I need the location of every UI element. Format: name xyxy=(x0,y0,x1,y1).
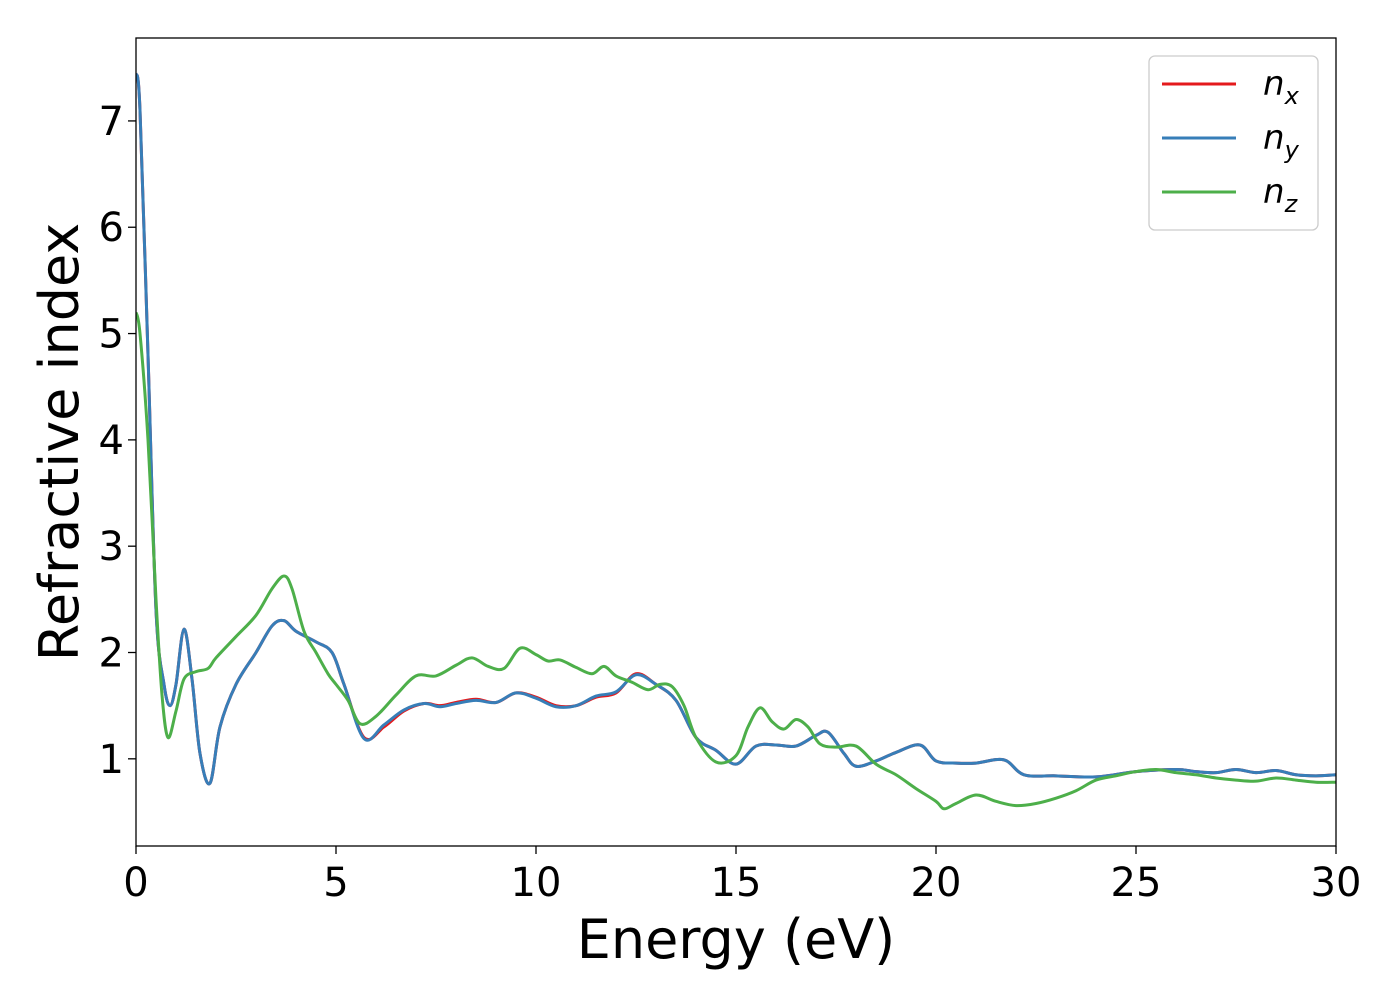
y-axis: 1 2 3 4 5 6 7 xyxy=(99,99,136,783)
legend-box xyxy=(1148,55,1319,231)
x-tick-label: 20 xyxy=(911,860,962,906)
y-tick-label: 2 xyxy=(99,631,124,677)
x-tick-label: 15 xyxy=(711,860,762,906)
legend-label-ny: ny xyxy=(1263,118,1300,164)
series-layer xyxy=(136,72,1336,811)
x-axis: 0 5 10 15 20 25 30 xyxy=(123,846,1361,906)
y-tick-label: 1 xyxy=(99,737,124,783)
y-tick-label: 6 xyxy=(99,205,124,251)
y-tick-label: 4 xyxy=(99,418,124,464)
legend-label-nx: nx xyxy=(1263,64,1300,110)
y-tick-label: 7 xyxy=(99,99,124,145)
x-tick-label: 30 xyxy=(1311,860,1362,906)
legend: nx ny nz xyxy=(1148,55,1319,231)
x-tick-label: 25 xyxy=(1111,860,1162,906)
x-axis-label: Energy (eV) xyxy=(577,908,896,971)
y-tick-label: 3 xyxy=(99,524,124,570)
y-tick-label: 5 xyxy=(99,312,124,358)
x-tick-label: 5 xyxy=(323,860,348,906)
x-tick-label: 0 xyxy=(123,860,148,906)
series-line-ny xyxy=(136,72,1336,786)
legend-label-nz: nz xyxy=(1263,172,1299,218)
y-axis-label: Refractive index xyxy=(28,223,91,662)
x-tick-label: 10 xyxy=(511,860,562,906)
series-line-nz xyxy=(136,311,1336,811)
